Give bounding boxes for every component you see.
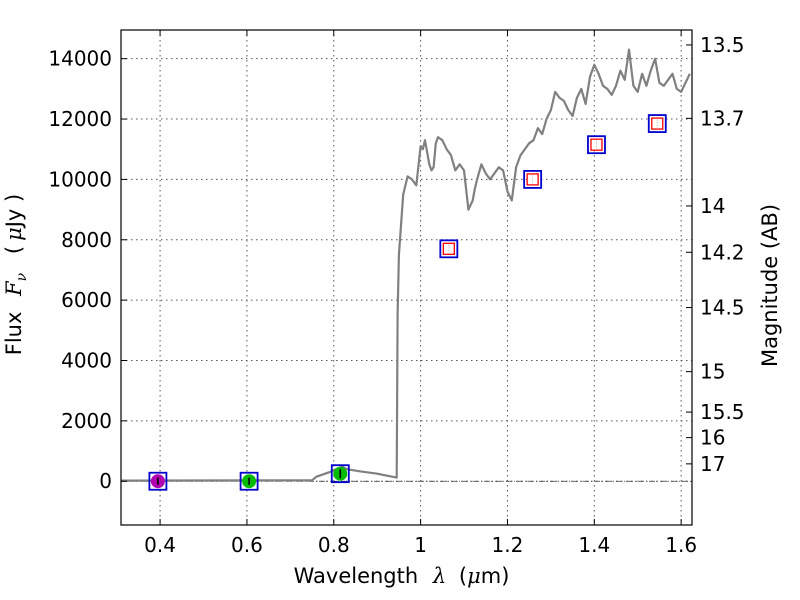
magnitude-tick-label: 16 (700, 426, 725, 450)
model-flux-square (239, 471, 259, 491)
model-flux-square (330, 464, 350, 484)
observed-flux-square (651, 117, 664, 130)
grid (121, 30, 692, 525)
x-axis-unit-open: ( (459, 564, 467, 588)
y-tick-label: 12000 (48, 107, 112, 131)
y-tick-label: 6000 (61, 288, 112, 312)
model-flux-square (148, 471, 168, 491)
photometry-point-H (587, 135, 606, 155)
y-tick-label: 2000 (61, 409, 112, 433)
y-tick-label: 14000 (48, 47, 112, 71)
y-axis-title-subscript: ν (14, 272, 30, 281)
x-axis-unit-mu: μ (467, 564, 481, 588)
photometry-point-Y (439, 239, 459, 259)
photometry-point-K (647, 114, 667, 133)
ticks-layer (121, 30, 692, 525)
y-axis-title-text: Flux (2, 312, 26, 356)
magnitude-tick-label: 15 (700, 360, 725, 384)
photometry-point-i (330, 464, 350, 484)
x-tick-label: 1.4 (578, 533, 610, 557)
magnitude-tick-label: 14.5 (700, 296, 745, 320)
magnitude-tick-label: 13.7 (700, 106, 745, 130)
x-axis-title-symbol: λ (432, 564, 446, 588)
model-flux-square (647, 114, 667, 133)
magnitude-tick-label: 13.5 (700, 33, 745, 57)
magnitude-axis-title: Magnitude (AB) (758, 204, 782, 367)
x-tick-label: 0.4 (144, 533, 176, 557)
magnitude-tick-label: 15.5 (700, 400, 745, 424)
observed-flux-square (442, 242, 455, 255)
x-tick-label: 1.6 (665, 533, 697, 557)
magnitude-tick-label: 17 (700, 452, 725, 476)
magnitude-tick-label: 14 (700, 194, 725, 218)
plot-frame (120, 29, 693, 526)
observed-flux-square (526, 173, 539, 186)
y-tick-label: 8000 (61, 228, 112, 252)
x-axis-title-text: Wavelength (294, 564, 419, 588)
x-tick-label: 1 (414, 533, 427, 557)
model-flux-square (587, 135, 606, 155)
y-tick-label: 10000 (48, 167, 112, 191)
y-axis-unit-open: ( (2, 246, 26, 254)
model-flux-square (439, 239, 459, 259)
x-axis-unit-rest: m) (481, 564, 510, 588)
y-axis-unit-mu: μ (2, 227, 26, 241)
x-tick-label: 0.8 (318, 533, 350, 557)
observed-flux-square (590, 138, 603, 151)
photometry-point-r (239, 471, 259, 491)
photometry-point-u (148, 471, 168, 491)
y-tick-label: 0 (99, 469, 112, 493)
sed-model-line (120, 48, 691, 482)
series-layer (120, 48, 691, 482)
x-tick-label: 0.6 (231, 533, 263, 557)
magnitude-tick-label: 14.2 (700, 240, 745, 264)
y-tick-label: 4000 (61, 349, 112, 373)
photometry-layer (148, 114, 667, 491)
tick-labels-layer: 0.4 0.6 0.8 1 1.2 1.4 1.6 0 2000 4000 6000 8000 1000… (48, 33, 744, 557)
x-tick-label: 1.2 (492, 533, 524, 557)
y-axis-title: Flux Fν ( μJy ) (2, 194, 31, 355)
model-flux-square (523, 170, 543, 189)
photometry-point-J (523, 170, 543, 189)
y-axis-unit-rest: Jy ) (2, 194, 26, 230)
x-axis-title: Wavelength λ (μm) (294, 564, 510, 588)
y-axis-title-symbol: F (2, 280, 26, 297)
